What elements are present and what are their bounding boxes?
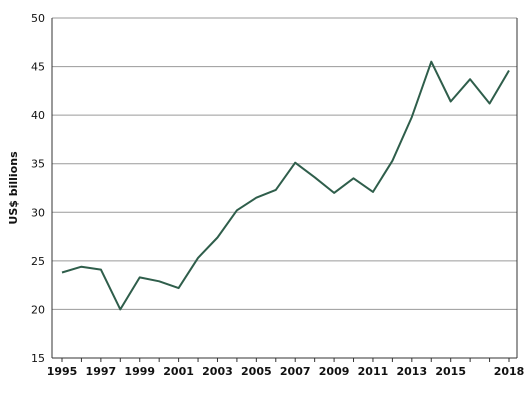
y-tick-label: 35 <box>31 158 45 171</box>
y-tick-label: 50 <box>31 12 45 25</box>
axes <box>51 18 518 359</box>
series <box>61 60 510 311</box>
x-tick-label: 1997 <box>86 365 117 378</box>
x-tick-label: 2018 <box>494 365 525 378</box>
y-tick-label: 45 <box>31 61 45 74</box>
y-tick-label: 30 <box>31 206 45 219</box>
series-line-0 <box>61 60 510 311</box>
x-tick-label: 2003 <box>202 365 233 378</box>
y-tick-label: 15 <box>31 352 45 365</box>
x-tick-label: 2001 <box>163 365 194 378</box>
y-tick-label: 40 <box>31 109 45 122</box>
x-tick-label: 2011 <box>358 365 389 378</box>
y-tick-labels: 15 20 25 30 35 40 45 50 <box>31 12 45 365</box>
x-tick-labels: 1995 1997 1999 2001 2003 2005 2007 2009 2011 2013… <box>47 358 525 378</box>
x-tick-label: 2005 <box>241 365 272 378</box>
x-tick-label: 1995 <box>47 365 78 378</box>
y-axis-title: US$ billions <box>7 151 20 225</box>
gridlines <box>52 17 517 310</box>
x-tick-label: 2007 <box>280 365 311 378</box>
y-tick-label: 20 <box>31 303 45 316</box>
x-tick-label: 2009 <box>319 365 350 378</box>
x-tick-label: 1999 <box>124 365 155 378</box>
y-tick-label: 25 <box>31 255 45 268</box>
x-tick-label: 2015 <box>435 365 466 378</box>
x-tick-label: 2013 <box>397 365 428 378</box>
